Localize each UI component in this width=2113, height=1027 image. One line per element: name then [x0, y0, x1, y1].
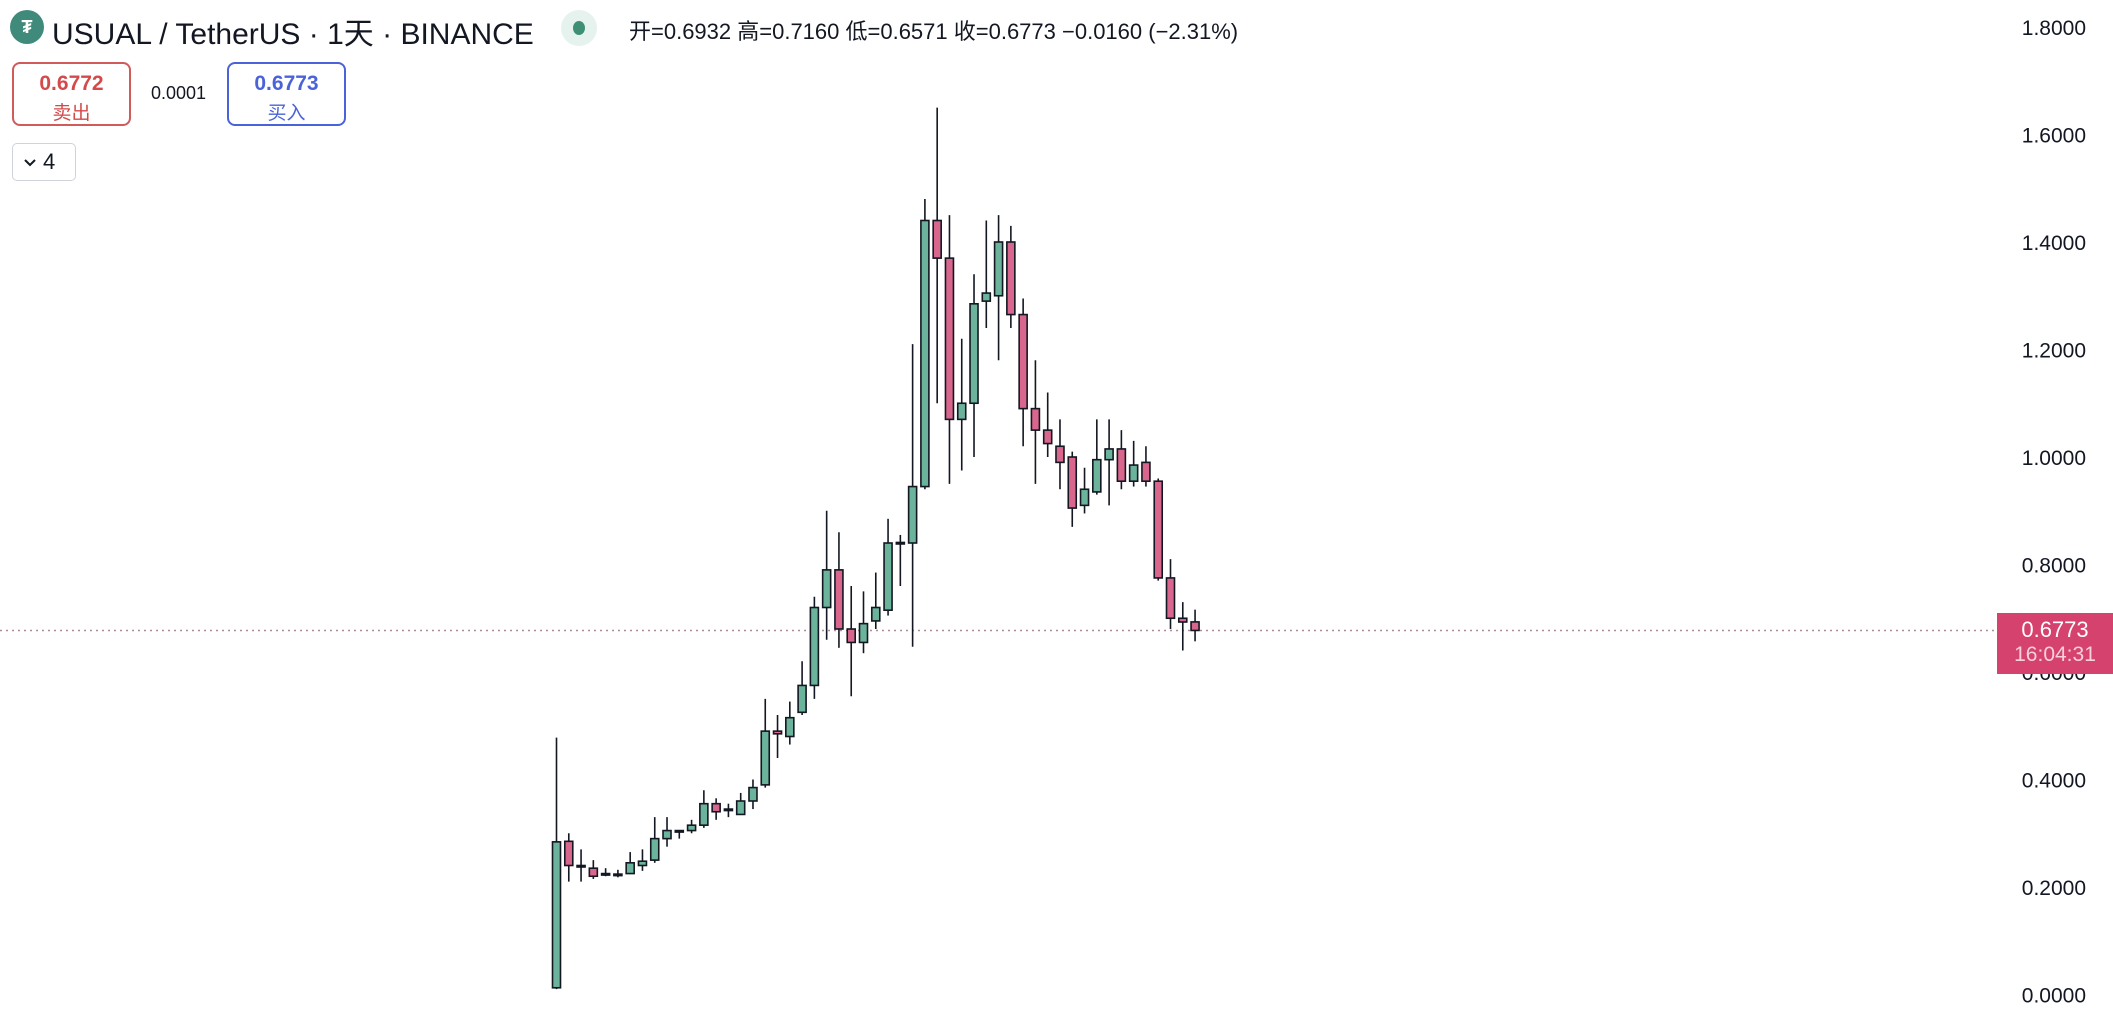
- candle-body-up: [895, 541, 906, 545]
- candle-body-down: [1190, 621, 1200, 632]
- candle-body-up: [662, 829, 672, 840]
- candle-body-up: [686, 824, 697, 832]
- candle-body-up: [870, 606, 881, 622]
- candle-body-up: [785, 716, 795, 738]
- tether-logo-icon: ₮: [10, 10, 44, 44]
- candle-body-up: [723, 808, 734, 812]
- candle-body-down: [576, 864, 586, 868]
- candle-body-up: [760, 730, 771, 786]
- candle-body-up: [920, 219, 930, 488]
- candle-body-up: [637, 860, 648, 867]
- y-tick-label: 1.4000: [2022, 232, 2086, 255]
- candle-body-down: [1165, 577, 1176, 620]
- candle-body-up: [907, 485, 918, 544]
- candle-body-up: [1104, 448, 1114, 461]
- bar-countdown: 16:04:31: [2014, 643, 2096, 666]
- candle-body-down: [1055, 445, 1065, 464]
- candle-body-down: [834, 569, 844, 630]
- candle-body-up: [735, 800, 746, 816]
- candle-body-down: [1067, 456, 1078, 509]
- candle-body-up: [1079, 488, 1090, 507]
- candle-body-down: [1018, 313, 1028, 410]
- buy-price: 0.6773: [254, 72, 319, 95]
- candle-body-down: [772, 730, 783, 735]
- ohlc-legend: 开=0.6932 高=0.7160 低=0.6571 收=0.6773 −0.0…: [629, 19, 1239, 44]
- y-tick-label: 0.0000: [2022, 985, 2086, 1008]
- y-tick-label: 1.0000: [2022, 447, 2086, 470]
- y-tick-label: 0.4000: [2022, 770, 2086, 793]
- candle-body-down: [1030, 407, 1041, 431]
- candle-body-up: [649, 837, 660, 861]
- candle-body-up: [883, 542, 893, 611]
- market-open-dot-icon: [573, 21, 585, 35]
- candle-body-up: [699, 802, 709, 826]
- indicators-toggle-button[interactable]: 4: [12, 143, 76, 181]
- indicator-count: 4: [43, 149, 56, 174]
- y-tick-label: 1.2000: [2022, 340, 2086, 363]
- market-status-indicator[interactable]: [561, 10, 597, 46]
- candle-body-up: [821, 569, 832, 609]
- candle-body-down: [563, 840, 574, 867]
- candle-body-down: [1006, 241, 1016, 316]
- candle-body-up: [748, 786, 758, 802]
- candle-body-up: [809, 606, 820, 687]
- candle-body-up: [613, 873, 623, 877]
- y-tick-label: 0.2000: [2022, 877, 2086, 900]
- candle-body-up: [1092, 458, 1102, 493]
- candle-body-down: [1042, 429, 1053, 445]
- candle-body-down: [944, 257, 955, 421]
- candle-body-down: [932, 219, 942, 259]
- buy-label: 买入: [267, 103, 306, 124]
- symbol-title[interactable]: USUAL / TetherUS · 1天 · BINANCE: [52, 18, 534, 51]
- candle-body-up: [993, 241, 1004, 297]
- candle-body-down: [1116, 448, 1127, 482]
- last-price: 0.6773: [2021, 617, 2089, 642]
- chevron-down-icon: [24, 159, 36, 167]
- y-tick-label: 1.8000: [2022, 17, 2086, 40]
- candle-body-up: [600, 872, 611, 876]
- spread-value: 0.0001: [151, 83, 207, 103]
- candle-body-down: [588, 867, 599, 878]
- y-tick-label: 1.6000: [2022, 125, 2086, 148]
- candle-body-up: [969, 303, 979, 405]
- candle-body-up: [956, 402, 967, 421]
- candle-body-up: [551, 841, 562, 989]
- y-tick-label: 0.8000: [2022, 555, 2086, 578]
- candle-body-up: [797, 684, 807, 714]
- sell-price: 0.6772: [39, 72, 104, 95]
- candle-body-up: [981, 292, 992, 302]
- candle-body-up: [858, 622, 869, 644]
- candle-body-up: [625, 862, 635, 875]
- sell-label: 卖出: [52, 103, 91, 124]
- candle-body-up: [674, 829, 685, 833]
- sell-button[interactable]: 0.6772 卖出: [12, 62, 131, 126]
- last-price-label: 0.6773 16:04:31: [1997, 613, 2113, 674]
- candle-body-up: [1128, 464, 1139, 482]
- candle-body-down: [1141, 461, 1151, 482]
- candle-body-down: [1177, 617, 1188, 623]
- candle-body-down: [846, 628, 857, 644]
- buy-button[interactable]: 0.6773 买入: [227, 62, 346, 126]
- candle-body-down: [711, 802, 721, 813]
- candle-body-down: [1153, 480, 1164, 579]
